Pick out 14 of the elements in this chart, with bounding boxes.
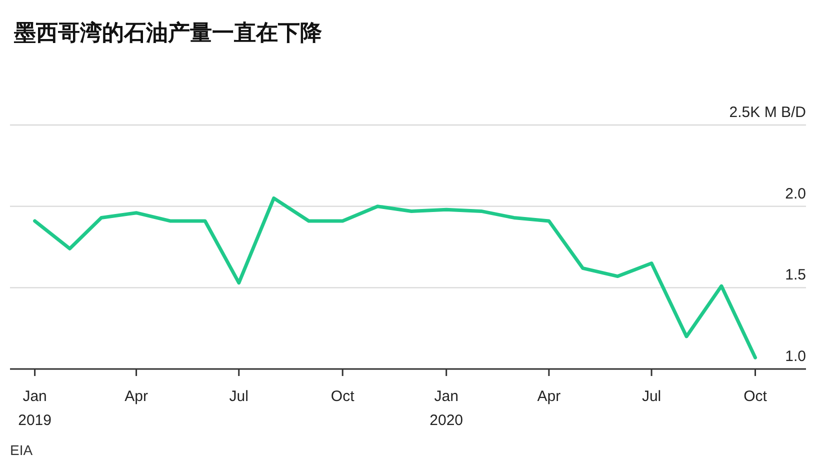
x-tick-label: Jan 2019	[18, 388, 52, 429]
y-tick-label: 2.5K M B/D	[729, 104, 806, 121]
y-tick-label: 2.0	[785, 185, 806, 202]
x-tick-label: Apr	[537, 388, 561, 405]
x-tick-label: Oct	[330, 388, 356, 405]
y-tick-label: 1.5	[785, 266, 806, 284]
x-tick-label: Oct	[744, 388, 768, 405]
x-tick-label: Apr	[124, 388, 148, 405]
x-tick-label: Jul	[642, 388, 662, 405]
x-tick-label: Jul	[229, 388, 248, 405]
chart-title: 墨西哥湾的石油产量一直在下降	[13, 20, 323, 46]
x-tick-label: Jan 2020	[430, 388, 464, 429]
text: EIA	[10, 442, 34, 458]
y-tick-label: 1.0	[785, 348, 806, 365]
